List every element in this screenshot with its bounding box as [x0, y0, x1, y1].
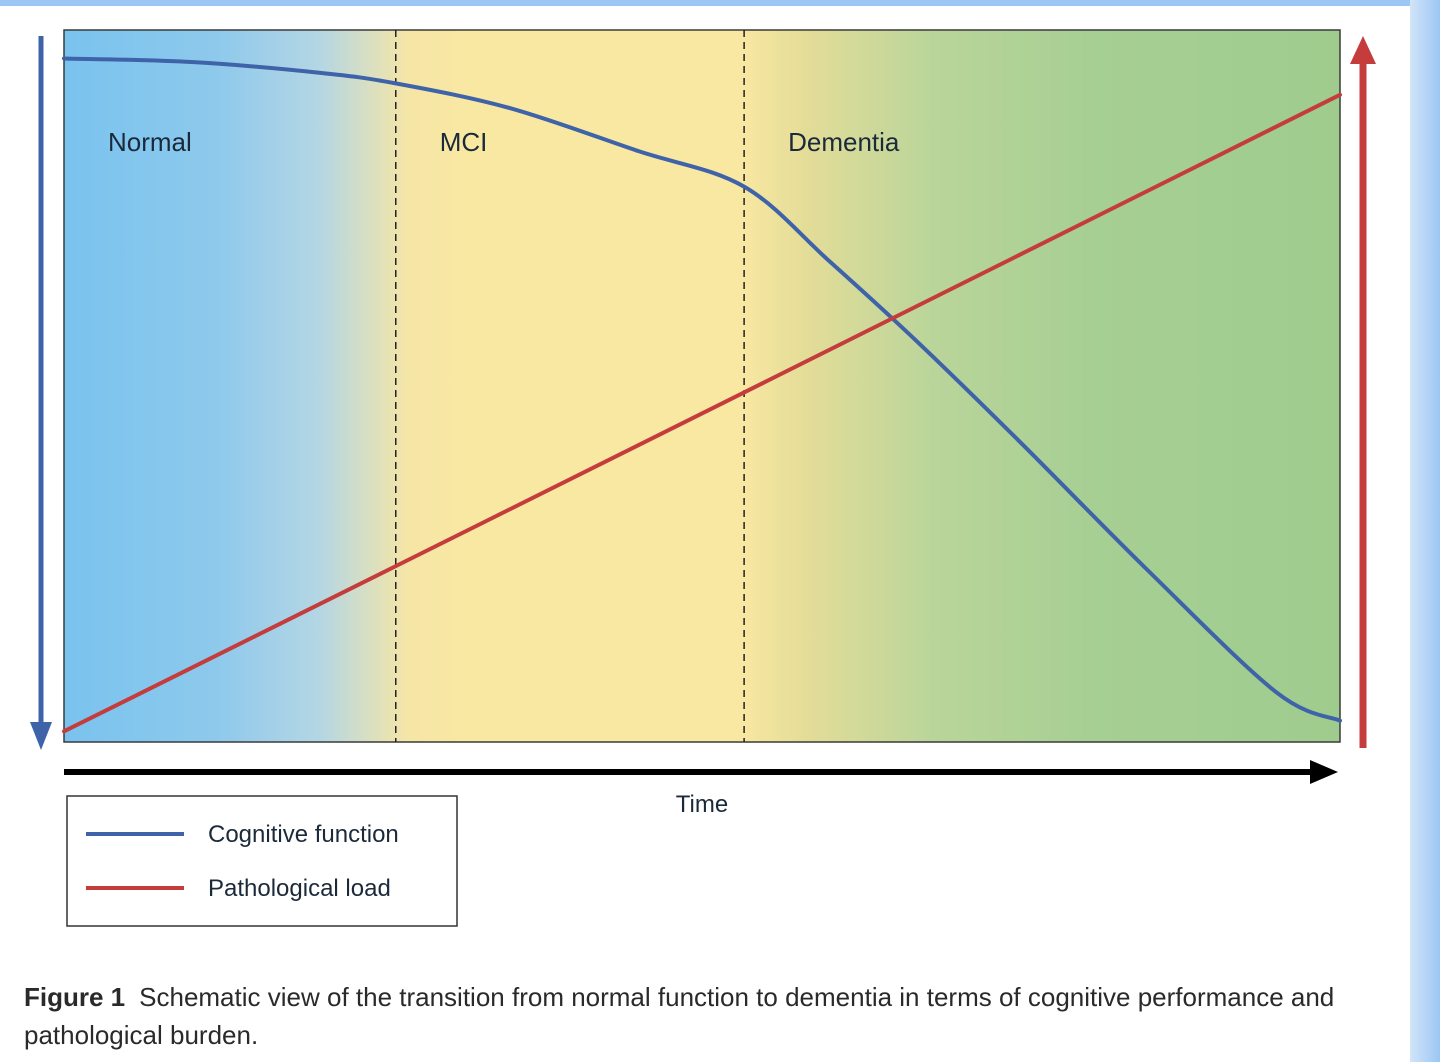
- phase-label-dementia: Dementia: [788, 127, 900, 157]
- legend-entry-cognitive-function: Cognitive function: [208, 821, 399, 848]
- caption-text: Schematic view of the transition from no…: [24, 982, 1335, 1050]
- legend-entry-pathological-load: Pathological load: [208, 875, 391, 902]
- cognitive-arrow-head: [30, 722, 52, 750]
- time-arrow-head: [1310, 760, 1338, 784]
- series-line-pathological-load: [62, 92, 1342, 734]
- caption-label: Figure 1: [24, 982, 126, 1012]
- phase-label-mci: MCI: [440, 127, 488, 157]
- figure-page: Normal MCI Dementia Time Cognitive functio…: [0, 0, 1410, 1054]
- figure-caption: Figure 1 Schematic view of the transition…: [24, 978, 1354, 1054]
- series-line-cognitive-function: [62, 56, 1342, 723]
- phase-label-normal: Normal: [108, 127, 192, 157]
- chart: Normal MCI Dementia Time Cognitive functio…: [30, 29, 1376, 927]
- x-axis-label: Time: [676, 791, 728, 818]
- legend-box: [66, 795, 458, 927]
- pathology-arrow-head: [1350, 36, 1376, 64]
